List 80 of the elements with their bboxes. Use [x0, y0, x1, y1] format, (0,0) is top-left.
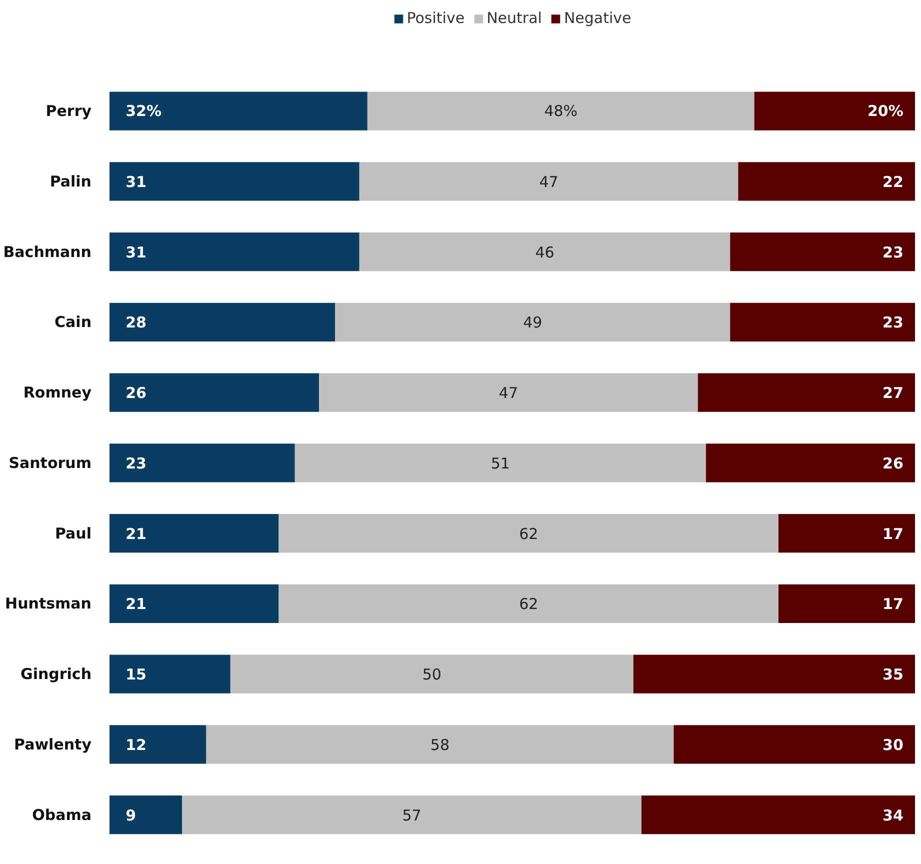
data-label: 35 [882, 666, 904, 684]
data-label: 12 [126, 736, 146, 754]
bar [110, 444, 295, 482]
bar [110, 795, 182, 834]
bar [641, 795, 915, 834]
data-label: 58 [430, 736, 450, 754]
y-tick-label: Obama [32, 806, 92, 824]
bar [367, 92, 754, 130]
y-tick-label: Perry [46, 102, 92, 120]
bar [110, 654, 230, 694]
data-label: 51 [490, 454, 510, 472]
bar [110, 514, 279, 553]
bar [754, 92, 915, 130]
y-tick-label: Romney [23, 384, 92, 402]
bar [110, 584, 279, 624]
y-tick-label: Gingrich [20, 665, 92, 684]
data-label: 17 [882, 595, 904, 614]
bar [278, 584, 778, 624]
data-label: 27 [882, 384, 904, 402]
bar [359, 232, 730, 272]
bar [319, 373, 698, 412]
bar [778, 584, 915, 624]
bar [359, 162, 738, 201]
bar [633, 654, 915, 694]
data-label: 22 [882, 172, 904, 191]
y-tick-label: Pawlenty [14, 735, 92, 754]
bar [335, 302, 730, 342]
data-label: 15 [126, 666, 146, 684]
data-label: 31 [126, 172, 146, 191]
bar [182, 795, 642, 834]
bar [110, 725, 206, 764]
bar [738, 162, 915, 201]
bar [110, 232, 360, 272]
bar [110, 92, 368, 130]
data-label: 47 [498, 384, 518, 402]
data-label: 46 [535, 243, 554, 262]
y-tick-label: Santorum [8, 454, 92, 472]
data-label: 26 [882, 454, 904, 472]
legend-label: Positive [406, 9, 465, 27]
bar [110, 302, 336, 342]
bar [230, 654, 634, 694]
legend-label: Negative [564, 9, 632, 27]
bar [730, 302, 915, 342]
data-label: 20% [868, 102, 904, 120]
data-label: 48% [544, 102, 578, 120]
bar [206, 725, 674, 764]
data-label: 26 [126, 384, 146, 402]
bar [110, 373, 320, 412]
data-label: 17 [882, 524, 904, 543]
y-tick-label: Huntsman [5, 594, 92, 613]
data-label: 30 [882, 736, 904, 754]
y-tick-label: Bachmann [3, 242, 92, 261]
data-label: 62 [519, 524, 538, 543]
y-tick-label: Cain [54, 313, 92, 332]
data-label: 57 [402, 806, 422, 824]
legend-label: Neutral [486, 9, 542, 27]
data-label: 23 [126, 454, 146, 472]
data-label: 50 [422, 666, 442, 684]
bar [110, 162, 360, 201]
bar [278, 514, 778, 553]
bar [706, 444, 915, 482]
data-label: 62 [519, 595, 538, 614]
data-label: 21 [126, 524, 146, 543]
bar [674, 725, 915, 764]
data-label: 21 [126, 595, 146, 614]
data-label: 49 [523, 314, 542, 332]
y-tick-label: Palin [50, 172, 92, 190]
data-label: 31 [126, 243, 146, 262]
data-label: 34 [882, 806, 904, 824]
data-label: 47 [539, 172, 558, 191]
bar [698, 373, 915, 412]
data-label: 23 [882, 314, 904, 332]
data-label: 9 [126, 806, 136, 824]
data-label: 32% [126, 102, 162, 120]
bar [730, 232, 915, 272]
bar [778, 514, 915, 553]
data-label: 28 [126, 314, 146, 332]
y-tick-label: Paul [54, 524, 92, 542]
data-label: 23 [882, 243, 904, 262]
bar [294, 444, 706, 482]
